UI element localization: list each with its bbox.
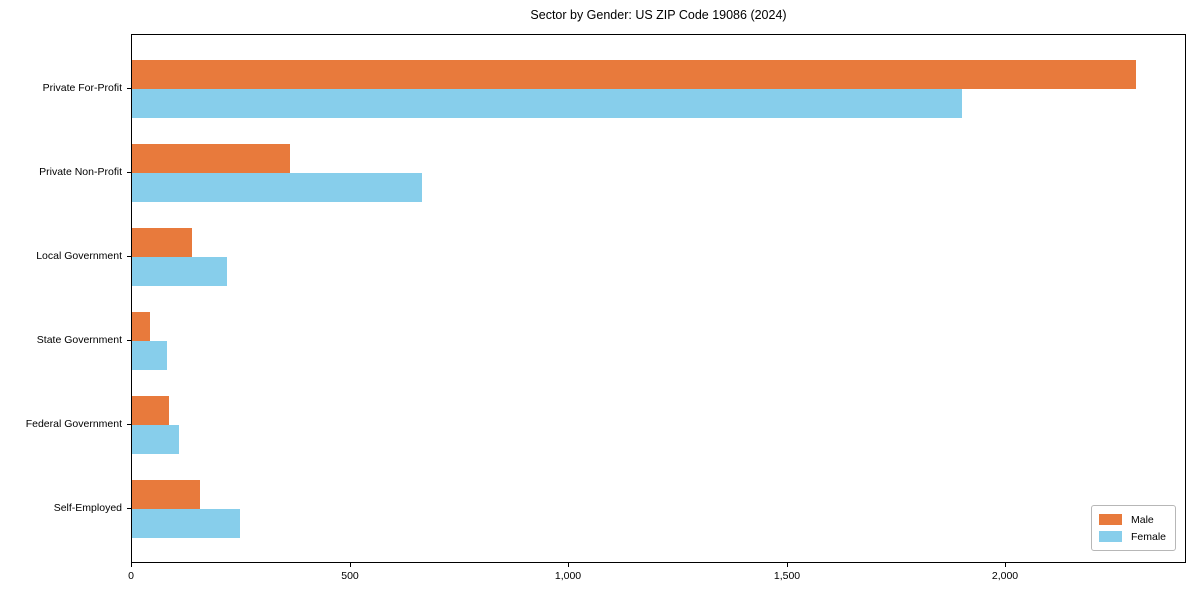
bar-male-2 bbox=[132, 144, 290, 173]
x-tick-label: 1,500 bbox=[773, 570, 801, 582]
bar-female-2 bbox=[132, 173, 422, 202]
x-tick-label: 1,000 bbox=[554, 570, 582, 582]
bar-male-5 bbox=[132, 396, 169, 425]
y-tick bbox=[127, 256, 131, 257]
bar-male-6 bbox=[132, 480, 200, 509]
y-tick bbox=[127, 424, 131, 425]
bar-male-3 bbox=[132, 228, 192, 257]
bar-male-1 bbox=[132, 60, 1136, 89]
x-tick-label: 0 bbox=[128, 570, 134, 582]
legend-label: Male bbox=[1130, 513, 1154, 526]
x-tick bbox=[787, 563, 788, 567]
x-tick bbox=[1005, 563, 1006, 567]
bar-female-5 bbox=[132, 425, 179, 454]
x-tick-label: 2,000 bbox=[991, 570, 1019, 582]
x-tick bbox=[131, 563, 132, 567]
legend-swatch-female bbox=[1098, 531, 1122, 542]
y-tick bbox=[127, 508, 131, 509]
x-tick bbox=[350, 563, 351, 567]
x-tick bbox=[568, 563, 569, 567]
legend-entries: Male Female bbox=[1098, 511, 1166, 545]
legend-swatch-male bbox=[1098, 514, 1122, 525]
category-label: Self-Employed bbox=[53, 502, 122, 514]
chart-title: Sector by Gender: US ZIP Code 19086 (202… bbox=[530, 8, 787, 22]
legend: Male Female bbox=[1090, 505, 1176, 551]
bar-female-3 bbox=[132, 257, 227, 286]
bar-female-4 bbox=[132, 341, 167, 370]
legend-label: Female bbox=[1130, 530, 1166, 543]
bar-male-4 bbox=[132, 312, 150, 341]
plot-area: Male Female bbox=[131, 34, 1186, 563]
y-tick bbox=[127, 88, 131, 89]
y-tick bbox=[127, 172, 131, 173]
category-label: Private For-Profit bbox=[42, 82, 122, 94]
bar-female-6 bbox=[132, 509, 240, 538]
legend-entry-female: Female bbox=[1098, 528, 1166, 545]
legend-entry-male: Male bbox=[1098, 511, 1166, 528]
y-tick bbox=[127, 340, 131, 341]
category-label: Federal Government bbox=[25, 418, 122, 430]
category-label: Private Non-Profit bbox=[39, 166, 122, 178]
bar-female-1 bbox=[132, 89, 962, 118]
category-label: Local Government bbox=[36, 250, 122, 262]
category-label: State Government bbox=[36, 334, 122, 346]
x-tick-label: 500 bbox=[341, 570, 359, 582]
